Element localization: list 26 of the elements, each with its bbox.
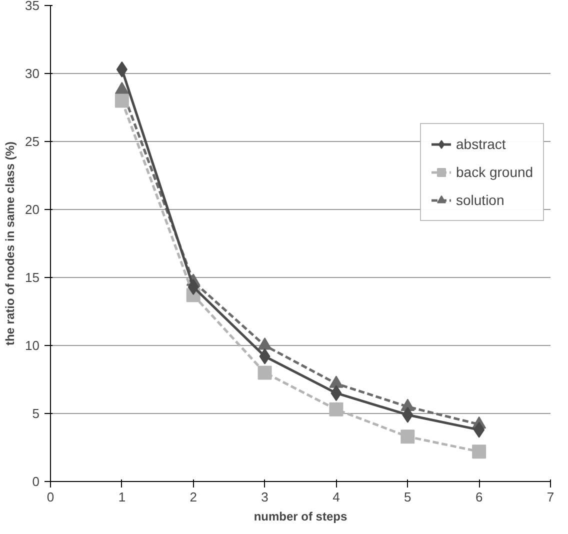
y-tick-label: 15 bbox=[25, 270, 40, 285]
point bbox=[114, 94, 129, 108]
x-tick-label: 4 bbox=[332, 490, 340, 504]
x-axis-title: number of steps bbox=[254, 510, 348, 524]
y-axis-title: the ratio of nodes in same class (%) bbox=[3, 141, 18, 346]
y-tick-label: 0 bbox=[32, 474, 40, 489]
x-tick-label: 2 bbox=[190, 490, 197, 504]
point bbox=[400, 430, 415, 444]
x-tick-label: 1 bbox=[118, 490, 126, 504]
y-tick-label: 10 bbox=[25, 338, 40, 353]
legend-label: back ground bbox=[456, 164, 534, 180]
x-tick-label: 0 bbox=[46, 490, 54, 504]
point bbox=[258, 366, 272, 380]
x-tick-label: 6 bbox=[475, 490, 483, 504]
y-tick-label: 30 bbox=[25, 66, 40, 81]
y-tick-label: 35 bbox=[25, 0, 40, 13]
y-tick-label: 5 bbox=[32, 406, 40, 421]
point bbox=[329, 402, 344, 416]
x-tick-label: 3 bbox=[261, 490, 268, 504]
x-tick-label: 7 bbox=[546, 490, 554, 504]
legend-label: abstract bbox=[456, 136, 506, 152]
x-tick-label: 5 bbox=[404, 490, 412, 504]
point bbox=[472, 444, 486, 459]
y-tick-label: 25 bbox=[25, 134, 40, 149]
legend-label: solution bbox=[456, 192, 504, 208]
y-tick-label: 20 bbox=[25, 202, 40, 217]
